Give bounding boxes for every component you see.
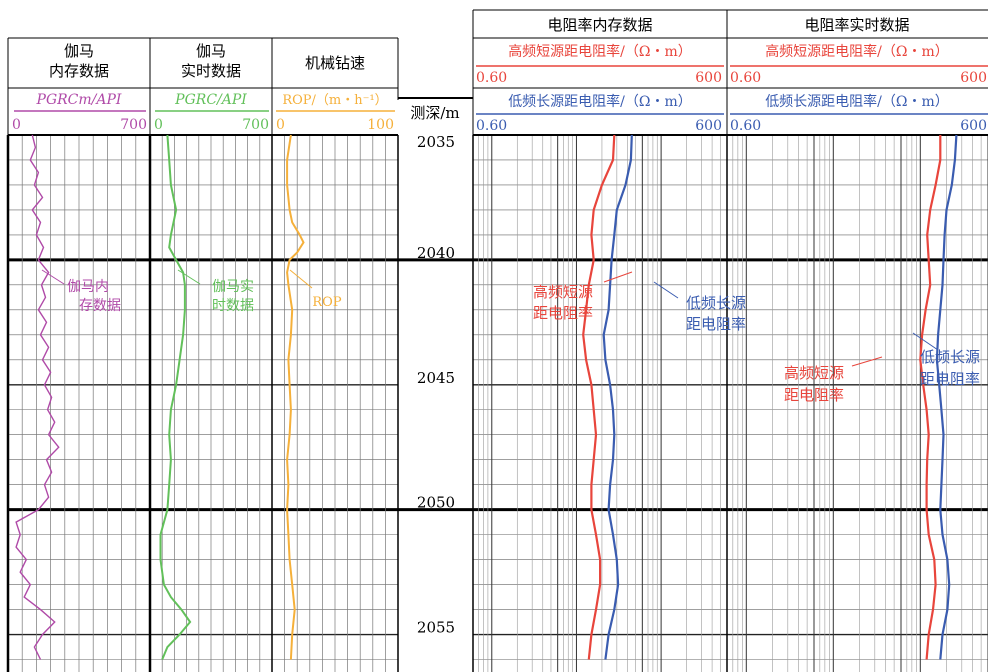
lf-rt-annot-1: 低频长源: [920, 348, 980, 366]
gamma-mem-curve-label: PGRCm/API: [36, 92, 122, 108]
gamma-rt-curve-label: PGRC/API: [174, 92, 247, 108]
lf-rt-annot-2: 距电阻率: [920, 370, 980, 388]
depth-label: 测深/m: [410, 104, 459, 122]
lf-mem-annot-1: 低频长源: [686, 294, 746, 312]
rop-curve: [286, 134, 305, 660]
res-mem-lf-max: 600: [695, 118, 722, 134]
lf-mem-leader: [653, 281, 679, 299]
hf-mem-annot-1: 高频短源: [533, 283, 593, 301]
gamma-mem-leader: [41, 269, 65, 285]
gamma-rt-title-1: 伽马: [196, 42, 226, 60]
res-mem-title: 电阻率内存数据: [547, 16, 652, 34]
hf-rt-annot-2: 距电阻率: [784, 386, 844, 404]
depth-tick-label: 2045: [417, 369, 455, 387]
depth-tick-label: 2050: [417, 494, 455, 512]
res-rt-lf-curve: [935, 134, 958, 660]
depth-tick-labels: 2035 2040 2045 2050 2055: [417, 133, 455, 637]
res-mem-lf-label: 低频长源距电阻率/（Ω・m）: [508, 93, 692, 110]
res-mem-hf-min: 0.60: [476, 70, 507, 86]
res-rt-lf-max: 600: [960, 118, 987, 134]
log-curves: [15, 134, 958, 660]
res-rt-hf-curve: [919, 135, 942, 660]
lf-rt-leader: [912, 332, 939, 351]
rop-title: 机械钻速: [305, 54, 365, 72]
gamma-mem-title-1: 伽马: [64, 42, 94, 60]
depth-tick-label: 2040: [417, 244, 455, 262]
log-grid: [6, 134, 988, 672]
depth-tick-label: 2055: [417, 619, 455, 637]
res-rt-lf-label: 低频长源距电阻率/（Ω・m）: [765, 93, 949, 110]
depth-tick-label: 2035: [417, 133, 455, 151]
res-mem-lf-min: 0.60: [476, 118, 507, 134]
gamma-rt-min: 0: [154, 117, 163, 133]
chart-header: [7, 9, 988, 135]
rop-annot: ROP: [312, 295, 341, 310]
gamma-mem-min: 0: [12, 117, 21, 133]
res-rt-lf-min: 0.60: [730, 118, 761, 134]
rop-max: 100: [367, 117, 394, 133]
hf-rt-annot-1: 高频短源: [784, 364, 844, 382]
gamma-mem-title-2: 内存数据: [49, 62, 109, 80]
rop-leader: [289, 269, 313, 289]
hf-rt-leader: [851, 356, 883, 367]
lf-mem-annot-2: 距电阻率: [686, 315, 746, 333]
res-mem-hf-label: 高频短源距电阻率/（Ω・m）: [508, 43, 692, 60]
hf-mem-annot-2: 距电阻率: [533, 304, 593, 322]
gamma-rt-curve: [159, 134, 192, 660]
gamma-rt-annot-2: 时数据: [212, 298, 254, 314]
gamma-rt-max: 700: [242, 117, 269, 133]
res-rt-hf-label: 高频短源距电阻率/（Ω・m）: [765, 43, 949, 60]
hf-mem-leader: [603, 271, 633, 283]
gamma-mem-max: 700: [120, 117, 147, 133]
res-rt-title: 电阻率实时数据: [804, 16, 909, 34]
res-mem-hf-max: 600: [695, 70, 722, 86]
rop-curve-label: ROP/（m・h⁻¹）: [282, 93, 387, 108]
gamma-mem-curve: [15, 134, 60, 660]
res-mem-lf-curve: [602, 134, 633, 660]
gamma-mem-annot-2: 存数据: [79, 298, 121, 314]
res-rt-hf-min: 0.60: [730, 70, 761, 86]
rop-min: 0: [276, 117, 285, 133]
res-mem-hf-curve: [582, 134, 616, 660]
res-rt-hf-max: 600: [960, 70, 987, 86]
gamma-rt-annot-1: 伽马实: [212, 279, 254, 295]
annotations: 伽马内 存数据 伽马实 时数据 ROP 高频短源 距电阻率 低频长源 距电阻率 …: [41, 269, 980, 404]
gamma-rt-leader: [177, 269, 201, 285]
gamma-mem-annot-1: 伽马内: [67, 279, 109, 295]
gamma-rt-title-2: 实时数据: [181, 62, 241, 80]
